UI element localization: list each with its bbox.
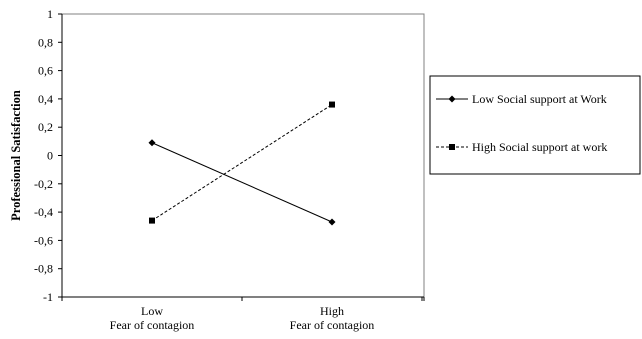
data-point-square <box>329 102 335 108</box>
y-tick-label: 0,6 <box>38 64 53 78</box>
x-tick-label: Fear of contagion <box>290 318 375 332</box>
y-tick-label: -0,8 <box>34 262 53 276</box>
plot-area-border <box>62 14 424 297</box>
x-tick-label: High <box>320 304 344 318</box>
y-ticks: 1 0,8 0,6 0,4 0,2 0 -0,2 -0,4 -0,6 -0,8 -1 <box>34 7 62 304</box>
y-tick-label: -0,2 <box>34 177 53 191</box>
x-tick-label: Fear of contagion <box>110 318 195 332</box>
y-axis-title: Professional Satisfaction <box>9 90 23 221</box>
data-point-square <box>149 218 155 224</box>
x-tick-label: Low <box>141 304 163 318</box>
y-tick-label: 0,4 <box>38 92 53 106</box>
y-tick-label: 0 <box>47 149 53 163</box>
legend-marker-square <box>449 144 455 150</box>
legend-label-2: High Social support at work <box>472 140 607 154</box>
y-tick-label: 1 <box>47 7 53 21</box>
y-tick-label: -0,6 <box>34 233 53 247</box>
y-tick-label: 0,8 <box>38 35 53 49</box>
y-tick-label: -0,4 <box>34 205 53 219</box>
y-tick-label: 0,2 <box>38 120 53 134</box>
legend-box <box>430 76 640 174</box>
legend-label-1: Low Social support at Work <box>472 92 607 106</box>
y-tick-label: -1 <box>43 290 53 304</box>
